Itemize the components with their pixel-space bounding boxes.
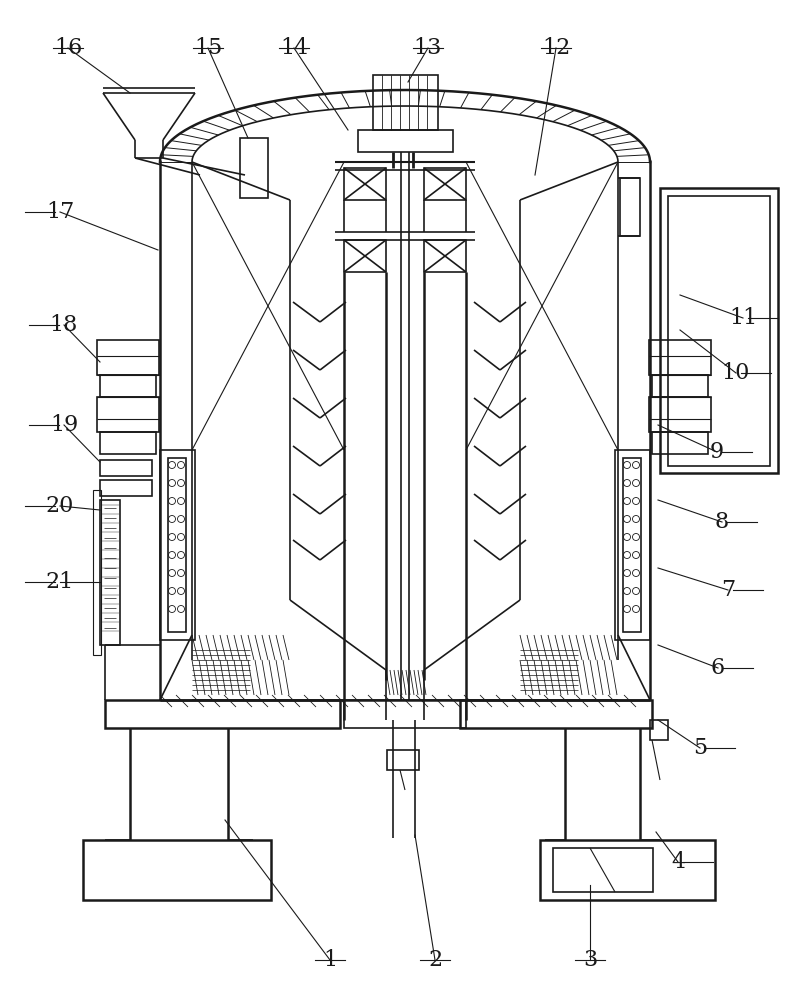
- Bar: [615, 450, 650, 640]
- Bar: [652, 375, 708, 397]
- Bar: [93, 490, 101, 655]
- Text: 12: 12: [542, 37, 570, 59]
- Bar: [540, 840, 715, 900]
- Bar: [668, 196, 770, 466]
- Text: 19: 19: [49, 414, 78, 436]
- Bar: [160, 450, 195, 640]
- Text: 4: 4: [671, 851, 685, 873]
- Text: 5: 5: [693, 737, 707, 759]
- Bar: [100, 500, 120, 645]
- Bar: [553, 848, 653, 892]
- Text: 17: 17: [46, 201, 74, 223]
- Text: 15: 15: [194, 37, 222, 59]
- Bar: [620, 178, 640, 236]
- Text: 7: 7: [721, 579, 735, 601]
- Bar: [168, 458, 186, 632]
- Bar: [649, 397, 711, 432]
- Bar: [460, 700, 652, 728]
- Bar: [344, 240, 386, 272]
- Text: 11: 11: [729, 307, 757, 329]
- Bar: [83, 840, 271, 900]
- Text: 3: 3: [583, 949, 597, 971]
- Bar: [660, 188, 778, 473]
- Bar: [387, 750, 419, 770]
- Text: 6: 6: [711, 657, 725, 679]
- Bar: [358, 130, 453, 152]
- Bar: [650, 720, 668, 740]
- Bar: [424, 168, 466, 200]
- Text: 1: 1: [323, 949, 337, 971]
- Bar: [649, 340, 711, 375]
- Bar: [344, 168, 386, 200]
- Bar: [105, 700, 340, 728]
- Bar: [97, 397, 159, 432]
- Text: 13: 13: [414, 37, 442, 59]
- Bar: [97, 340, 159, 375]
- Text: 8: 8: [714, 511, 729, 533]
- Text: 9: 9: [710, 441, 724, 463]
- Text: 21: 21: [46, 571, 74, 593]
- Text: 10: 10: [722, 362, 750, 384]
- Text: 20: 20: [45, 495, 74, 517]
- Bar: [240, 138, 268, 198]
- Bar: [100, 480, 152, 496]
- Text: 16: 16: [54, 37, 82, 59]
- Bar: [100, 460, 152, 476]
- Bar: [100, 375, 156, 397]
- Bar: [344, 700, 466, 728]
- Text: 18: 18: [49, 314, 78, 336]
- Bar: [100, 432, 156, 454]
- Bar: [623, 458, 641, 632]
- Bar: [373, 75, 438, 130]
- Bar: [424, 240, 466, 272]
- Text: 2: 2: [428, 949, 442, 971]
- Text: 14: 14: [280, 37, 308, 59]
- Bar: [652, 432, 708, 454]
